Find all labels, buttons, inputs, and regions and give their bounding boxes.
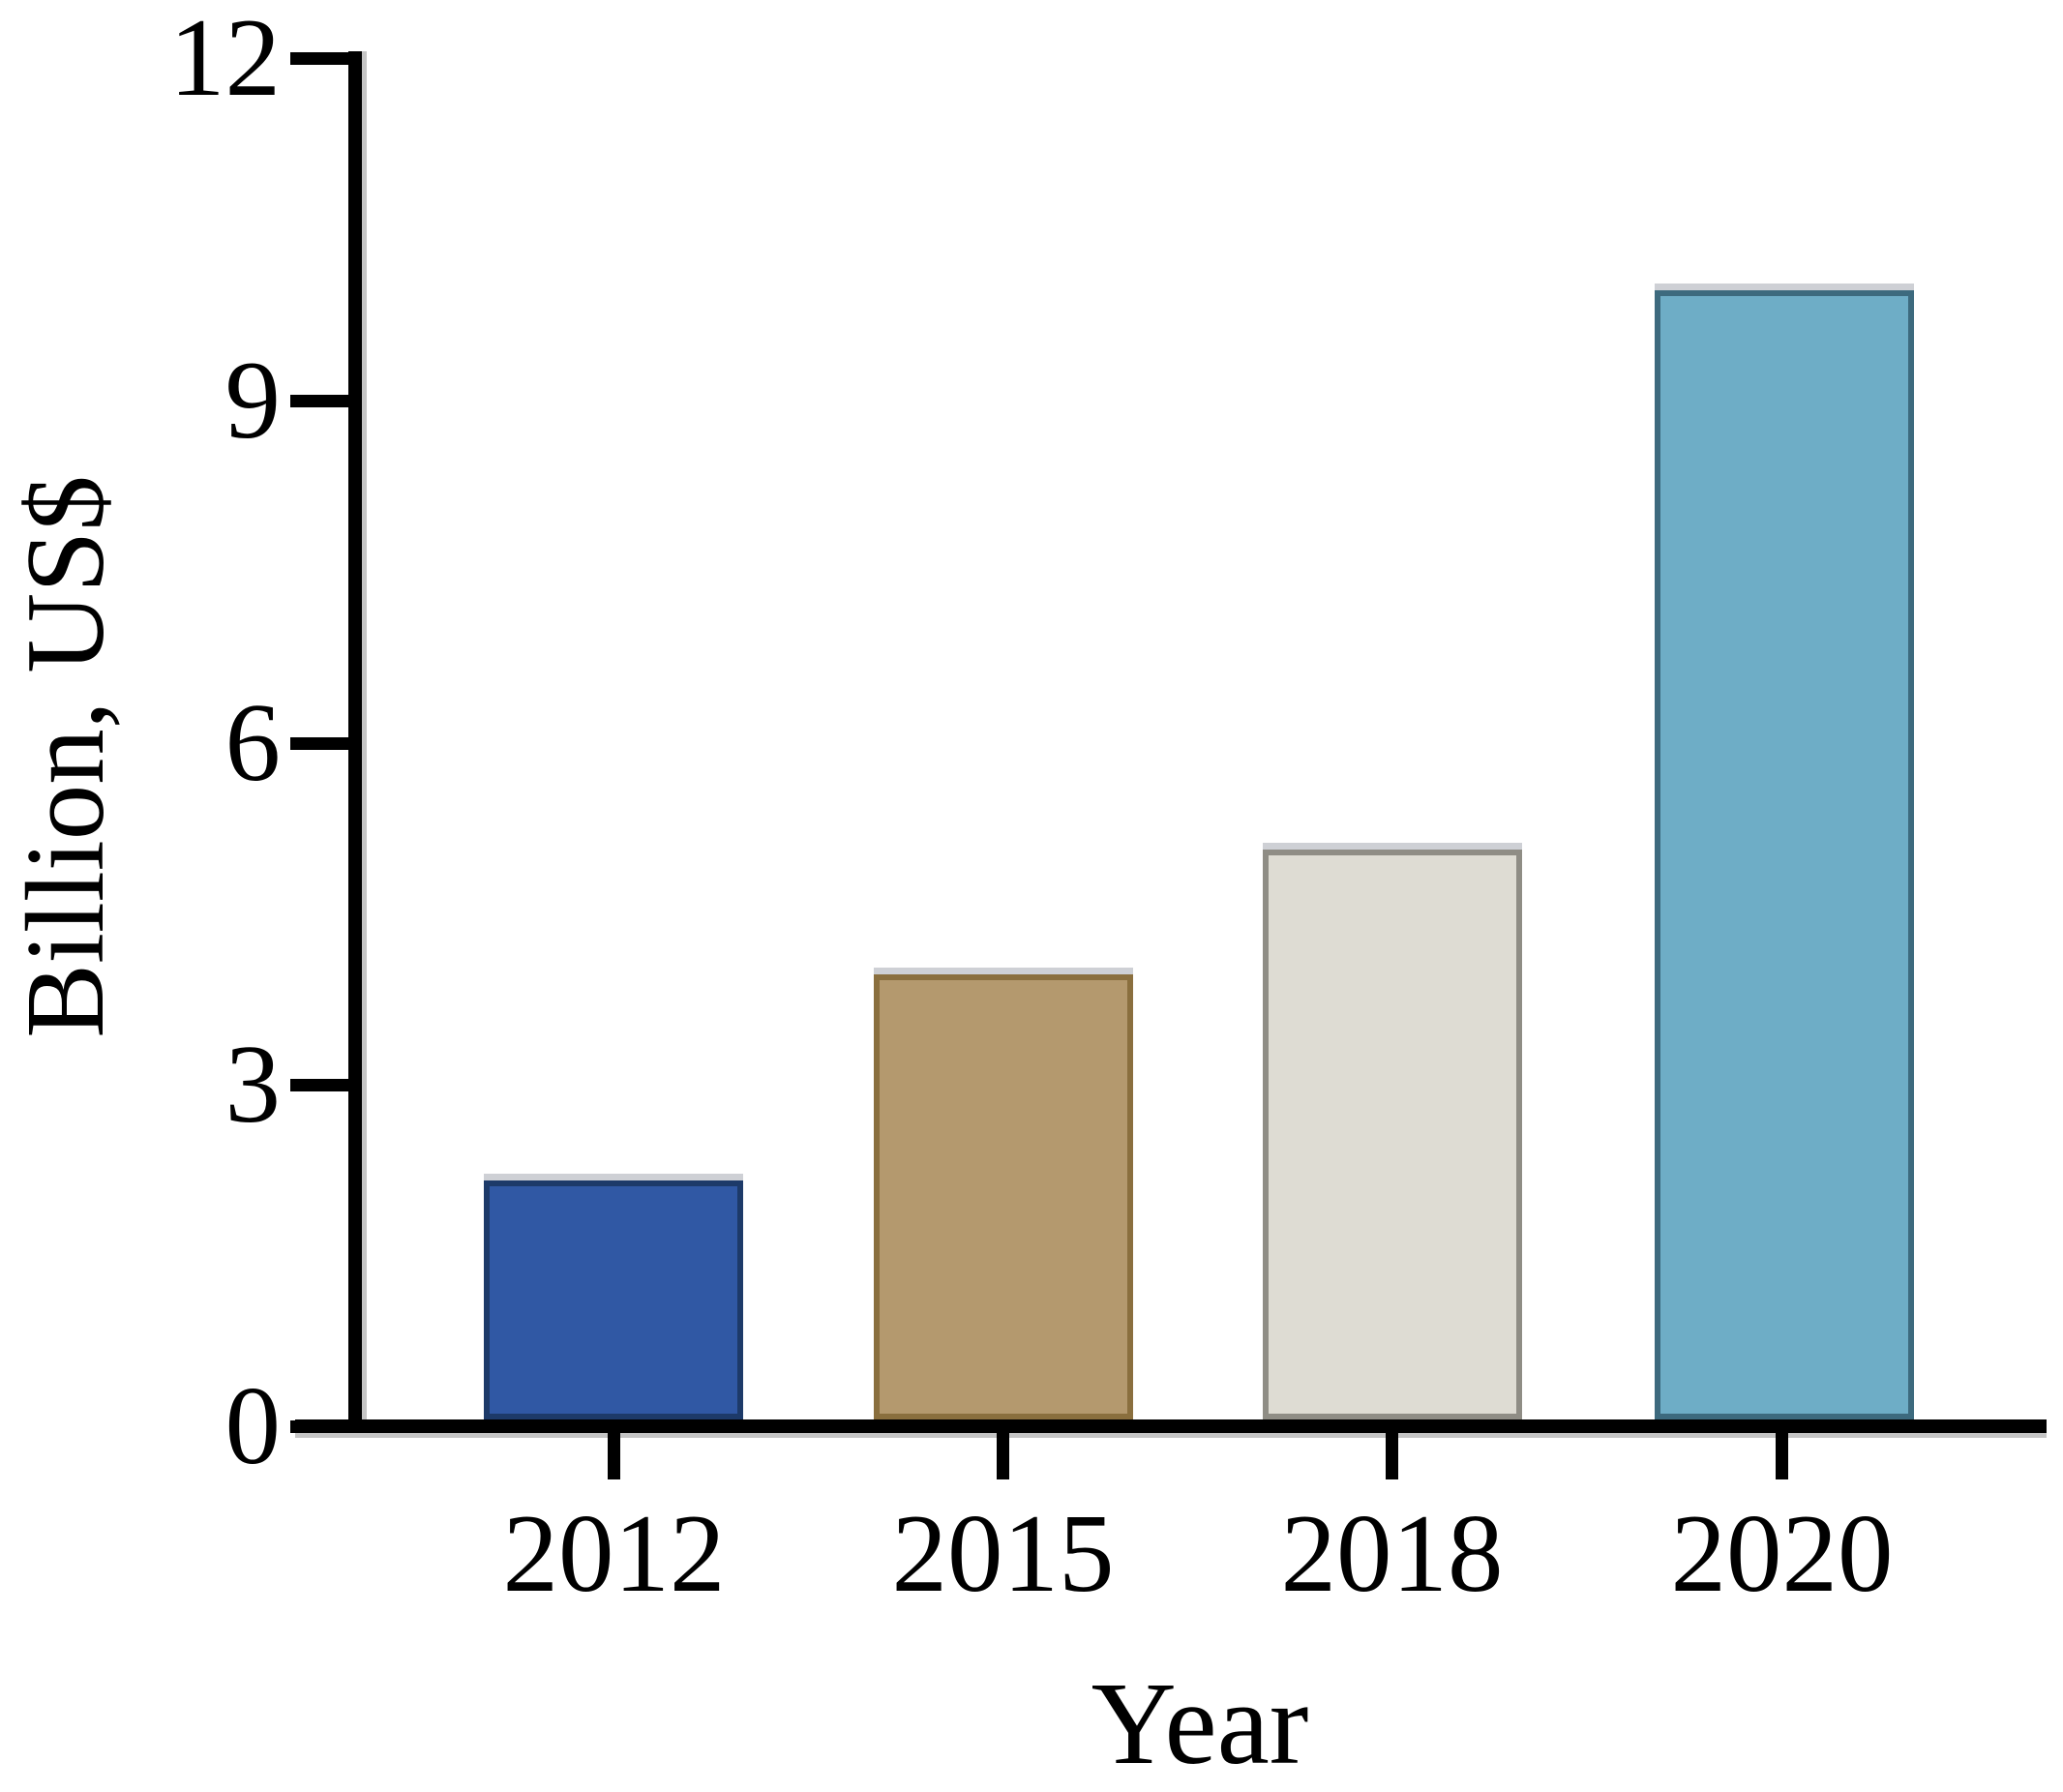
y-tick-6 (290, 737, 350, 750)
y-tick-label-6: 6 (224, 681, 282, 804)
y-tick-3 (290, 1079, 350, 1091)
y-tick-label-9: 9 (224, 339, 282, 462)
x-tick-2015 (997, 1419, 1009, 1479)
x-axis-line (295, 1419, 2047, 1433)
y-tick-0 (290, 1420, 350, 1433)
bar-2020 (1655, 290, 1914, 1419)
y-tick-label-0: 0 (224, 1364, 282, 1487)
y-tick-label-3: 3 (224, 1023, 282, 1146)
x-axis-title: Year (1091, 1658, 1309, 1789)
bar-2015 (874, 974, 1133, 1419)
bar-2018 (1263, 850, 1522, 1419)
y-tick-12 (290, 52, 350, 65)
y-tick-label-12: 12 (169, 0, 281, 119)
y-axis-line (348, 51, 362, 1433)
bar-2012 (484, 1180, 743, 1419)
x-tick-label-2018: 2018 (1280, 1492, 1504, 1615)
x-tick-label-2012: 2012 (502, 1492, 726, 1615)
y-tick-9 (290, 395, 350, 407)
x-tick-2020 (1776, 1419, 1788, 1479)
x-tick-label-2015: 2015 (891, 1492, 1115, 1615)
x-tick-2018 (1386, 1419, 1398, 1479)
x-tick-2012 (608, 1419, 620, 1479)
x-tick-label-2020: 2020 (1670, 1492, 1894, 1615)
